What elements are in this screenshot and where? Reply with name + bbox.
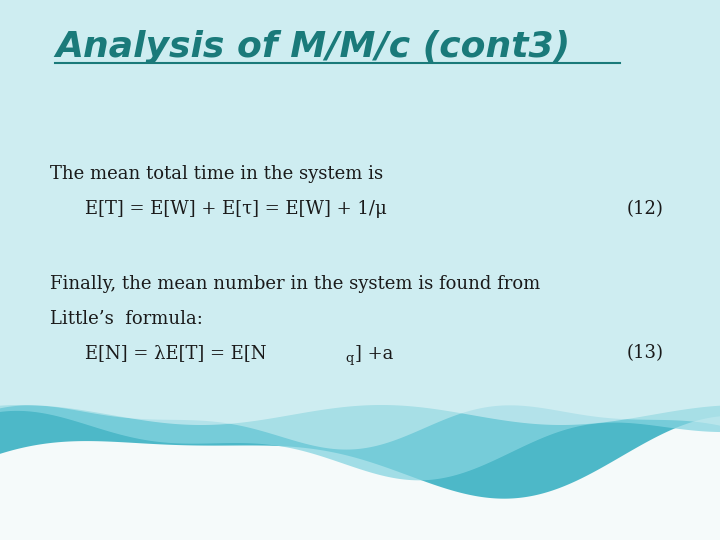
Text: The mean total time in the system is: The mean total time in the system is — [50, 165, 383, 183]
Text: Finally, the mean number in the system is found from: Finally, the mean number in the system i… — [50, 275, 540, 293]
Polygon shape — [0, 0, 720, 480]
Text: E[N] = λE[T] = E[N: E[N] = λE[T] = E[N — [85, 344, 266, 362]
Text: ] +a: ] +a — [355, 344, 393, 362]
Text: Little’s  formula:: Little’s formula: — [50, 310, 203, 328]
Polygon shape — [0, 0, 720, 498]
Text: Analysis of M/M/c (cont3): Analysis of M/M/c (cont3) — [55, 30, 570, 64]
Text: q: q — [345, 352, 354, 365]
Text: (13): (13) — [626, 344, 664, 362]
Polygon shape — [0, 0, 720, 425]
Polygon shape — [0, 0, 720, 450]
Text: (12): (12) — [626, 200, 663, 218]
Text: E[T] = E[W] + E[τ] = E[W] + 1/μ: E[T] = E[W] + E[τ] = E[W] + 1/μ — [85, 200, 387, 218]
